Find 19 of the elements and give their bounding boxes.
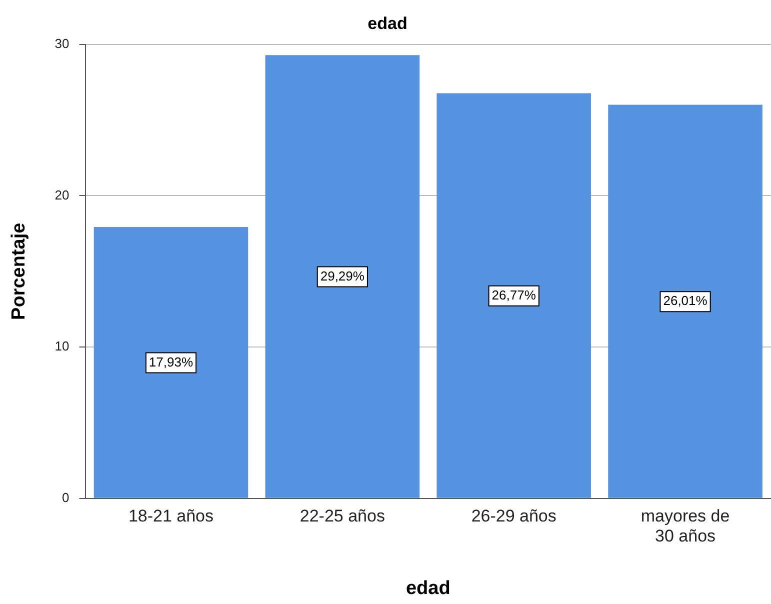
data-label: 17,93% [148,354,194,370]
y-axis-title: Porcentaje [8,222,30,320]
chart-title: edad [368,14,408,33]
x-tick-label: 22-25 años [300,506,385,526]
y-tick-label: 20 [54,187,70,202]
data-label: 26,77% [492,287,536,302]
y-tick-label: 30 [54,36,70,51]
bar [608,104,762,498]
data-label: 26,01% [663,293,708,308]
y-tick-label: 0 [62,490,70,505]
x-tick-label: 26-29 años [471,506,556,526]
x-tick-label: 18-21 años [128,506,214,526]
x-tick-label: mayores de 30 años [640,506,730,546]
data-label: 29,29% [320,268,365,284]
bar [265,55,420,498]
bar [94,227,248,498]
y-tick-label: 10 [54,338,70,354]
bar [436,93,591,498]
x-axis-title: edad [406,578,450,599]
